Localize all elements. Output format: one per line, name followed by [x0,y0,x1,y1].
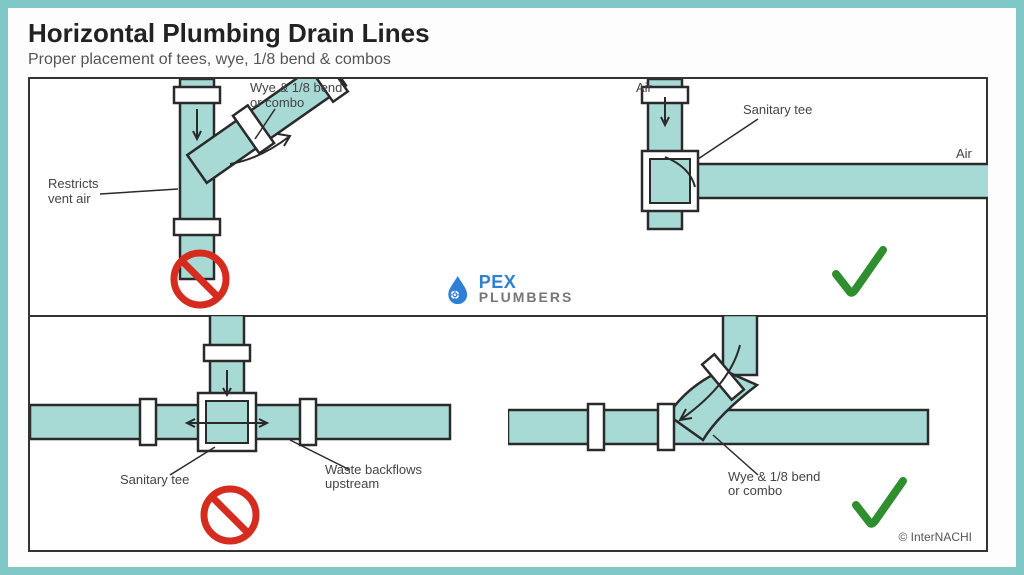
q4-label-wye: Wye & 1/8 bendor combo [728,470,820,500]
diagram-frame: Wye & 1/8 bendor combo Restrictsvent air [28,77,988,552]
q3-label-sanitary: Sanitary tee [120,473,189,488]
q2-label-sanitary: Sanitary tee [743,103,812,118]
q1-label-restricts: Restrictsvent air [48,177,99,207]
q3-svg [30,315,510,552]
quadrant-wrong-vertical-wye: Wye & 1/8 bendor combo Restrictsvent air [30,79,508,315]
q2-label-air-top: Air [636,81,652,96]
quadrant-correct-wye-bend: Wye & 1/8 bendor combo [508,315,986,551]
q4-svg [508,315,988,552]
logo-text: PEX PLUMBERS [479,274,574,304]
quadrant-wrong-horizontal-tee: Sanitary tee Waste backflowsupstream [30,315,508,551]
quadrant-correct-sanitary-tee: Air Sanitary tee Air [508,79,986,315]
pex-plumbers-logo: PEX PLUMBERS [439,272,578,306]
panel: Horizontal Plumbing Drain Lines Proper p… [8,8,1016,567]
q1-label-wye: Wye & 1/8 bendor combo [250,81,342,111]
q3-label-backflow: Waste backflowsupstream [325,463,422,493]
page-title: Horizontal Plumbing Drain Lines [28,18,996,49]
check-icon [856,481,903,524]
attribution-text: © InterNACHI [898,530,972,544]
droplet-gear-icon [443,274,473,304]
page-subtitle: Proper placement of tees, wye, 1/8 bend … [28,51,996,69]
prohibit-icon [204,489,256,541]
logo-line2: PLUMBERS [479,291,574,304]
check-icon [836,250,883,293]
q2-label-air-right: Air [956,147,972,162]
